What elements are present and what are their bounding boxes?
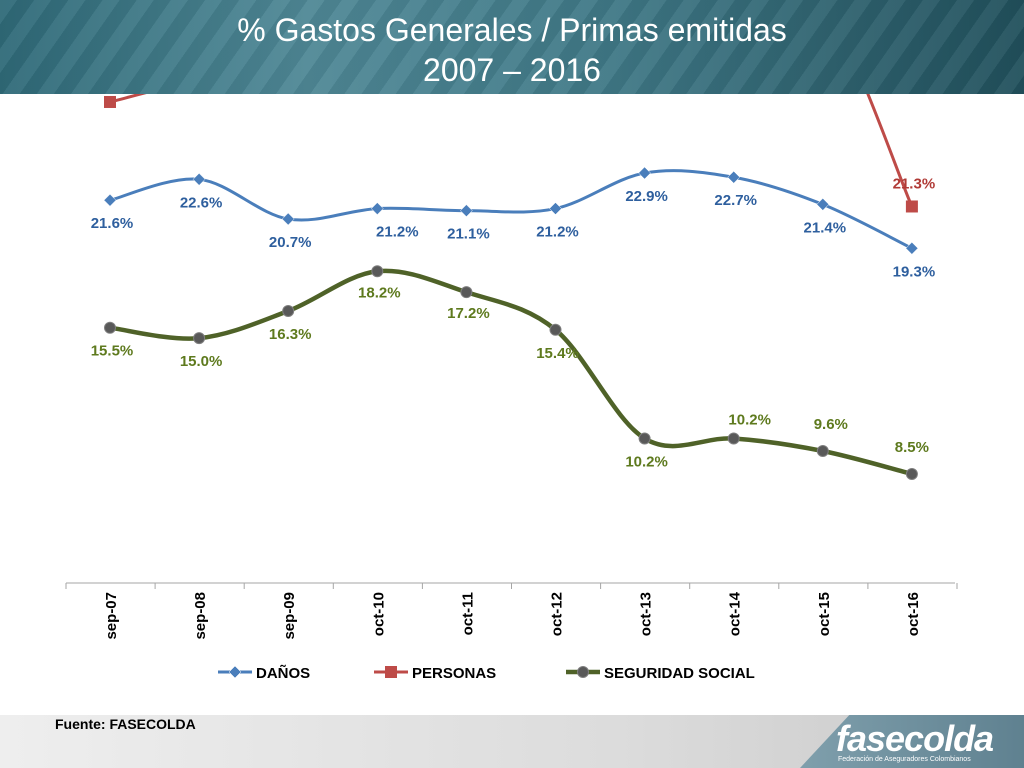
data-label: 9.6%: [814, 416, 848, 433]
legend-label: DAÑOS: [256, 664, 310, 682]
data-label: 10.2%: [625, 453, 668, 470]
legend-label: PERSONAS: [412, 665, 496, 682]
data-label: 15.5%: [91, 343, 134, 360]
logo-wordmark: fasecolda: [836, 718, 994, 759]
data-point: [371, 265, 384, 278]
fasecolda-logo: fasecolda Federación de Aseguradores Col…: [800, 715, 1024, 768]
legend: DAÑOS PERSONAS SEGURIDAD SOCIAL: [218, 664, 755, 682]
series-line-daños: [109, 169, 913, 250]
data-point: [193, 332, 206, 345]
x-tick-label: oct-10: [370, 592, 387, 636]
source-note: Fuente: FASECOLDA: [55, 716, 196, 732]
data-point: [104, 321, 116, 334]
x-tick-label: sep-07: [103, 592, 120, 640]
data-label: 15.4%: [536, 345, 579, 362]
data-label: 21.4%: [804, 219, 847, 236]
data-point: [549, 202, 562, 215]
data-label: 16.3%: [269, 326, 312, 343]
data-label: 17.2%: [447, 305, 490, 322]
legend-marker: [228, 665, 242, 679]
data-label: 22.6%: [180, 194, 223, 211]
data-point: [816, 445, 829, 458]
legend-marker: [385, 666, 397, 678]
data-point: [905, 241, 919, 255]
data-label: 8.5%: [895, 439, 929, 456]
data-point: [281, 212, 295, 226]
data-point: [460, 204, 473, 218]
data-label: 21.3%: [893, 175, 936, 192]
x-tick-label: oct-14: [727, 591, 744, 636]
data-point: [104, 95, 116, 108]
data-point: [282, 304, 295, 317]
x-tick-label: sep-08: [192, 592, 209, 640]
data-point: [370, 202, 384, 215]
x-tick-label: oct-11: [459, 592, 476, 635]
data-label: 19.3%: [893, 263, 936, 280]
title-line-1: % Gastos Generales / Primas emitidas: [237, 12, 787, 48]
x-tick-label: oct-15: [816, 592, 833, 636]
header-pattern: [0, 0, 1024, 94]
legend-label: SEGURIDAD SOCIAL: [604, 665, 755, 682]
series-line-seguridad-social: [109, 268, 913, 477]
data-label: 21.2%: [536, 224, 579, 241]
x-tick-label: oct-12: [549, 592, 566, 636]
header-banner: % Gastos Generales / Primas emitidas 200…: [0, 0, 1024, 94]
data-point: [460, 286, 473, 299]
data-point: [727, 170, 741, 184]
data-point: [816, 198, 830, 211]
x-tick-label: sep-09: [281, 592, 298, 640]
series-lines: [109, 94, 914, 477]
logo-subtitle: Federación de Aseguradores Colombianos: [838, 756, 971, 763]
x-tick-label: oct-16: [905, 592, 922, 636]
data-label: 21.2%: [376, 224, 419, 241]
data-label: 22.7%: [714, 192, 757, 209]
data-point: [192, 172, 206, 186]
data-label: 22.9%: [625, 188, 668, 205]
data-point: [638, 432, 651, 445]
data-point: [905, 468, 918, 480]
data-point: [905, 200, 918, 213]
data-point: [549, 323, 562, 336]
page-title: % Gastos Generales / Primas emitidas 200…: [0, 10, 1024, 90]
data-label: 21.6%: [91, 215, 134, 232]
data-label: 20.7%: [269, 234, 312, 251]
data-label: 15.0%: [180, 353, 223, 370]
title-line-2: 2007 – 2016: [423, 52, 601, 88]
data-label: 21.1%: [447, 226, 490, 243]
data-label: 10.2%: [728, 411, 771, 428]
data-label: 18.2%: [358, 284, 401, 301]
data-point: [103, 193, 117, 207]
x-tick-label: oct-13: [638, 592, 655, 636]
x-axis: sep-07 sep-08 sep-09 oct-10 oct-11 oct-12 oct-…: [65, 582, 958, 640]
line-chart: sep-07 sep-08 sep-09 oct-10 oct-11 oct-12 oct-…: [65, 94, 958, 682]
data-point: [727, 432, 740, 445]
data-point: [638, 166, 651, 180]
legend-marker: [577, 666, 589, 678]
data-labels: 21.6% 22.6% 20.7% 21.2% 21.1% 21.2% 22.9% 22.7%…: [91, 175, 936, 470]
series-markers: [103, 95, 919, 480]
